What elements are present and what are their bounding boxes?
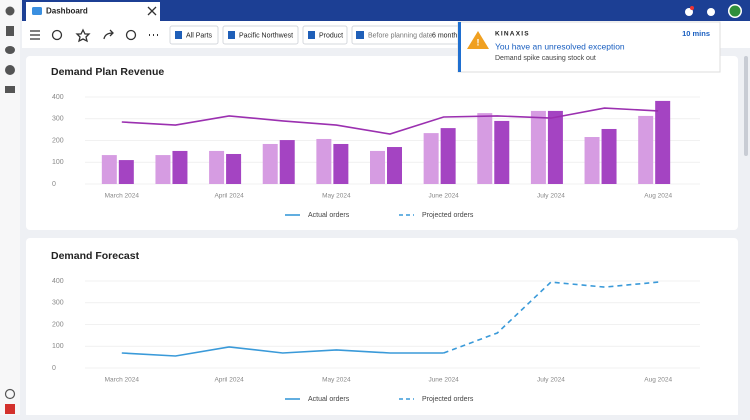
x-tick-label: Aug 2024	[644, 377, 672, 384]
bar	[155, 155, 170, 184]
bar	[280, 140, 295, 184]
bar	[263, 144, 278, 184]
bar	[316, 139, 331, 184]
filter-label: Pacific Northwest	[239, 32, 293, 39]
x-tick-label: Aug 2024	[644, 193, 672, 200]
tab-icon	[32, 7, 42, 15]
warning-mark: !	[477, 37, 480, 47]
filter-label: Product	[319, 32, 343, 39]
chart-card	[26, 238, 738, 415]
bar	[548, 111, 563, 184]
y-tick-label: 300	[52, 300, 64, 307]
team-icon[interactable]	[707, 8, 715, 16]
y-tick-label: 400	[52, 278, 64, 285]
chart-card	[26, 56, 738, 230]
y-tick-label: 200	[52, 321, 64, 328]
bar	[655, 101, 670, 184]
notification-brand: KINAXIS	[495, 31, 530, 38]
kinaxis-logo	[5, 404, 15, 414]
bar	[441, 128, 456, 184]
bell-badge	[690, 6, 694, 10]
notification-title: You have an unresolved exception	[495, 41, 625, 51]
bar	[333, 144, 348, 184]
document-icon[interactable]	[6, 26, 14, 36]
tab-title: Dashboard	[46, 7, 88, 16]
bar	[494, 121, 509, 184]
sidebar	[0, 0, 20, 415]
chart-title: Demand Forecast	[51, 250, 140, 262]
notification-time: 10 mins	[682, 29, 710, 38]
planning-value: 6 month,	[432, 32, 459, 39]
bar	[370, 151, 385, 184]
filter-icon	[228, 31, 235, 39]
y-tick-label: 0	[52, 365, 56, 372]
chart-title: Demand Plan Revenue	[51, 66, 164, 78]
notification-message: Demand spike causing stock out	[495, 55, 596, 62]
y-tick-label: 100	[52, 159, 64, 166]
legend-label[interactable]: Projected orders	[422, 212, 474, 219]
legend-label[interactable]: Projected orders	[422, 396, 474, 403]
y-tick-label: 200	[52, 137, 64, 144]
bar	[226, 154, 241, 184]
notification-accent	[458, 22, 461, 72]
filter-icon	[175, 31, 182, 39]
legend-label[interactable]: Actual orders	[308, 212, 350, 219]
chat-icon[interactable]	[5, 46, 15, 54]
x-tick-label: March 2024	[105, 193, 140, 200]
x-tick-label: May 2024	[322, 377, 351, 384]
bar	[477, 113, 492, 184]
avatar-fill	[730, 6, 741, 17]
y-tick-label: 100	[52, 343, 64, 350]
bar	[102, 155, 117, 184]
planning-label: Before planning date	[368, 32, 433, 39]
x-tick-label: June 2024	[428, 377, 459, 384]
bar	[387, 147, 402, 184]
history-icon[interactable]	[6, 7, 15, 16]
legend-label[interactable]: Actual orders	[308, 396, 350, 403]
bar	[585, 137, 600, 184]
bar	[602, 129, 617, 184]
k-icon[interactable]	[5, 65, 15, 75]
y-tick-label: 0	[52, 181, 56, 188]
bar	[209, 151, 224, 184]
bar	[119, 160, 134, 184]
y-tick-label: 300	[52, 116, 64, 123]
x-tick-label: March 2024	[105, 377, 140, 384]
filter-label: All Parts	[186, 32, 213, 39]
bar	[424, 133, 439, 184]
comment-icon[interactable]	[5, 86, 15, 93]
x-tick-label: April 2024	[214, 377, 244, 384]
x-tick-label: May 2024	[322, 193, 351, 200]
bar	[172, 151, 187, 184]
calendar-icon	[356, 31, 364, 39]
filter-icon	[308, 31, 315, 39]
x-tick-label: July 2024	[537, 193, 565, 200]
bar	[638, 116, 653, 184]
bar	[531, 111, 546, 184]
x-tick-label: June 2024	[428, 193, 459, 200]
x-tick-label: July 2024	[537, 377, 565, 384]
y-tick-label: 400	[52, 94, 64, 101]
x-tick-label: April 2024	[214, 193, 244, 200]
scrollbar[interactable]	[744, 56, 748, 156]
